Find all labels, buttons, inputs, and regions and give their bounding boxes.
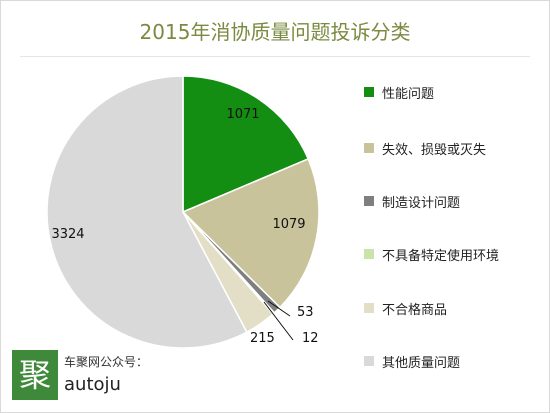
brand-watermark: 聚 车聚网公众号： autoju xyxy=(12,350,212,406)
brand-account: autoju xyxy=(64,374,121,395)
data-label-3: 53 xyxy=(297,305,314,320)
data-label-4: 12 xyxy=(302,331,319,346)
data-label-6: 3324 xyxy=(51,227,84,242)
legend-item: 不合格商品 xyxy=(364,298,447,318)
brand-logo: 聚 xyxy=(12,350,58,400)
legend-label: 性能问题 xyxy=(382,86,435,102)
legend-item: 其他质量问题 xyxy=(364,351,460,371)
legend-swatch xyxy=(364,196,374,206)
brand-caption: 车聚网公众号： xyxy=(64,355,149,369)
legend-swatch xyxy=(364,356,374,366)
legend-label: 不具备特定使用环境 xyxy=(382,248,500,264)
legend-swatch xyxy=(364,87,374,97)
legend-swatch xyxy=(364,303,374,313)
data-label-5: 215 xyxy=(250,331,275,346)
legend-label: 制造设计问题 xyxy=(382,195,461,211)
legend-item: 不具备特定使用环境 xyxy=(364,244,499,264)
data-label-2: 1079 xyxy=(272,217,305,232)
legend-item: 失效、损毁或灭失 xyxy=(364,138,486,158)
pie-slice-6 xyxy=(46,75,248,349)
data-label-1: 1071 xyxy=(226,107,259,122)
legend-label: 不合格商品 xyxy=(382,302,448,318)
pie-slice-1 xyxy=(182,75,310,214)
legend-label: 失效、损毁或灭失 xyxy=(382,142,487,158)
title-divider xyxy=(20,56,530,57)
leader-line-3 xyxy=(267,300,291,317)
legend-swatch xyxy=(364,143,374,153)
leader-line-4 xyxy=(263,301,294,341)
legend-item: 性能问题 xyxy=(364,82,434,102)
legend-swatch xyxy=(364,249,374,259)
legend-label: 其他质量问题 xyxy=(382,355,461,371)
legend-item: 制造设计问题 xyxy=(364,191,460,211)
pie-slice-2 xyxy=(181,157,320,309)
chart-title: 2015年消协质量问题投诉分类 xyxy=(139,20,411,44)
